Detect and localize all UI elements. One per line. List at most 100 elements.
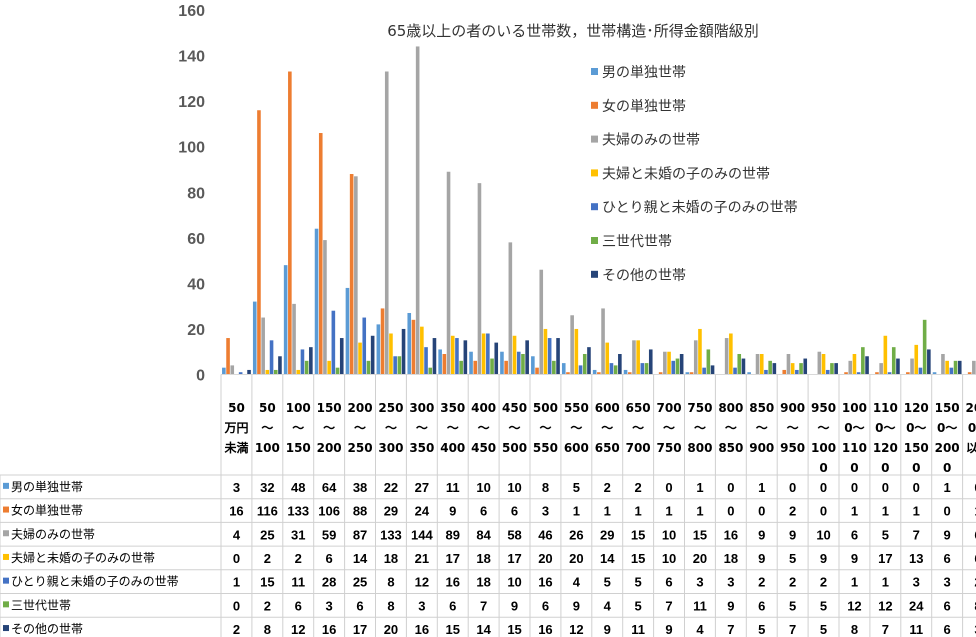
bar bbox=[597, 372, 601, 375]
bar bbox=[710, 365, 715, 375]
table-cell: 16 bbox=[538, 622, 552, 637]
table-cell: 25 bbox=[260, 527, 274, 542]
bar bbox=[438, 349, 442, 375]
table-cell: 3 bbox=[233, 480, 240, 495]
table-cell: 16 bbox=[724, 527, 738, 542]
table-cell: 144 bbox=[411, 527, 433, 542]
bar bbox=[648, 349, 653, 375]
y-tick-label: 120 bbox=[178, 94, 205, 111]
bar bbox=[411, 319, 416, 375]
table-cell: 9 bbox=[758, 527, 765, 542]
table-cell: 38 bbox=[353, 480, 367, 495]
category-label: 0～ bbox=[937, 421, 957, 435]
category-label: ～ bbox=[323, 421, 335, 435]
table-cell: 89 bbox=[446, 527, 460, 542]
bar bbox=[265, 369, 270, 375]
table-cell: 7 bbox=[665, 598, 672, 613]
table-cell: 84 bbox=[476, 527, 491, 542]
legend-label: 夫婦と未婚の子のみの世帯 bbox=[602, 165, 770, 182]
table-cell: 5 bbox=[882, 527, 889, 542]
table-cell: 2 bbox=[758, 575, 765, 590]
bar bbox=[803, 358, 808, 375]
bar bbox=[469, 351, 473, 375]
table-cell: 1 bbox=[882, 504, 889, 519]
table-cell: 7 bbox=[789, 622, 796, 637]
bar bbox=[323, 240, 327, 375]
category-label: 200 bbox=[966, 401, 976, 415]
bar bbox=[764, 369, 768, 375]
bar bbox=[957, 360, 962, 375]
y-tick-label: 100 bbox=[178, 140, 205, 157]
table-cell: 64 bbox=[322, 480, 337, 495]
table-cell: 10 bbox=[476, 480, 490, 495]
table-cell: 1 bbox=[635, 504, 642, 519]
bar bbox=[782, 369, 787, 375]
legend-label: その他の世帯 bbox=[602, 268, 686, 284]
category-label: 850 bbox=[749, 401, 774, 415]
bar bbox=[222, 367, 226, 375]
bar bbox=[345, 287, 350, 375]
bar bbox=[949, 367, 954, 375]
table-cell: 2 bbox=[789, 504, 796, 519]
table-cell: 6 bbox=[665, 575, 672, 590]
table-cell: 18 bbox=[724, 551, 738, 566]
bar bbox=[304, 360, 309, 375]
category-label: 100 bbox=[286, 401, 311, 415]
table-cell: 12 bbox=[569, 622, 583, 637]
bar bbox=[335, 367, 340, 375]
table-cell: 6 bbox=[944, 622, 951, 637]
table-cell: 0 bbox=[882, 480, 889, 495]
row-swatch bbox=[3, 482, 9, 489]
table-cell: 2 bbox=[789, 575, 796, 590]
table-cell: 17 bbox=[446, 551, 460, 566]
bar bbox=[376, 324, 381, 375]
bar bbox=[667, 351, 671, 375]
bar bbox=[415, 46, 420, 375]
bar bbox=[906, 372, 910, 375]
category-label: 300 bbox=[378, 441, 403, 455]
table-cell: 15 bbox=[631, 527, 645, 542]
category-label: 100 bbox=[842, 401, 867, 415]
data-table: 50万円未満50～100100～150150～200200～250250～300… bbox=[0, 374, 976, 637]
category-label: 0 bbox=[850, 461, 858, 475]
bar bbox=[627, 372, 632, 375]
bar bbox=[587, 347, 591, 375]
category-label: 120 bbox=[904, 401, 929, 415]
category-label: ～ bbox=[756, 421, 768, 435]
table-cell: 6 bbox=[326, 551, 333, 566]
legend-swatch bbox=[591, 203, 598, 211]
bar bbox=[910, 358, 914, 375]
bar bbox=[309, 347, 313, 375]
bar bbox=[486, 333, 490, 375]
table-cell: 6 bbox=[974, 527, 976, 542]
bar bbox=[755, 354, 760, 375]
bar bbox=[609, 363, 614, 375]
bar bbox=[401, 328, 406, 375]
legend: 男の単独世帯女の単独世帯夫婦のみの世帯夫婦と未婚の子のみの世帯ひとり親と未婚の子… bbox=[591, 65, 798, 284]
table-cell: 0 bbox=[974, 480, 976, 495]
bar bbox=[821, 354, 826, 375]
category-label: ～ bbox=[509, 421, 521, 435]
table-cell: 11 bbox=[693, 598, 707, 613]
table-cell: 2 bbox=[635, 480, 642, 495]
bar bbox=[675, 358, 680, 375]
bar bbox=[733, 367, 737, 375]
bar bbox=[795, 369, 799, 375]
bar bbox=[887, 372, 892, 375]
bar bbox=[891, 347, 896, 375]
bar bbox=[292, 303, 296, 375]
table-cell: 9 bbox=[789, 527, 796, 542]
table-cell: 0 bbox=[233, 598, 240, 613]
category-label: ～ bbox=[601, 421, 613, 435]
bar bbox=[349, 174, 354, 375]
legend-swatch bbox=[591, 101, 598, 109]
category-label: 50 bbox=[228, 401, 245, 415]
table-cell: 8 bbox=[851, 622, 858, 637]
category-label: 0～ bbox=[875, 421, 895, 435]
table-cell: 27 bbox=[415, 480, 429, 495]
table-cell: 15 bbox=[260, 575, 274, 590]
bar bbox=[455, 338, 459, 375]
table-cell: 3 bbox=[326, 598, 333, 613]
category-label: 0 bbox=[912, 461, 920, 475]
table-cell: 9 bbox=[511, 598, 518, 613]
